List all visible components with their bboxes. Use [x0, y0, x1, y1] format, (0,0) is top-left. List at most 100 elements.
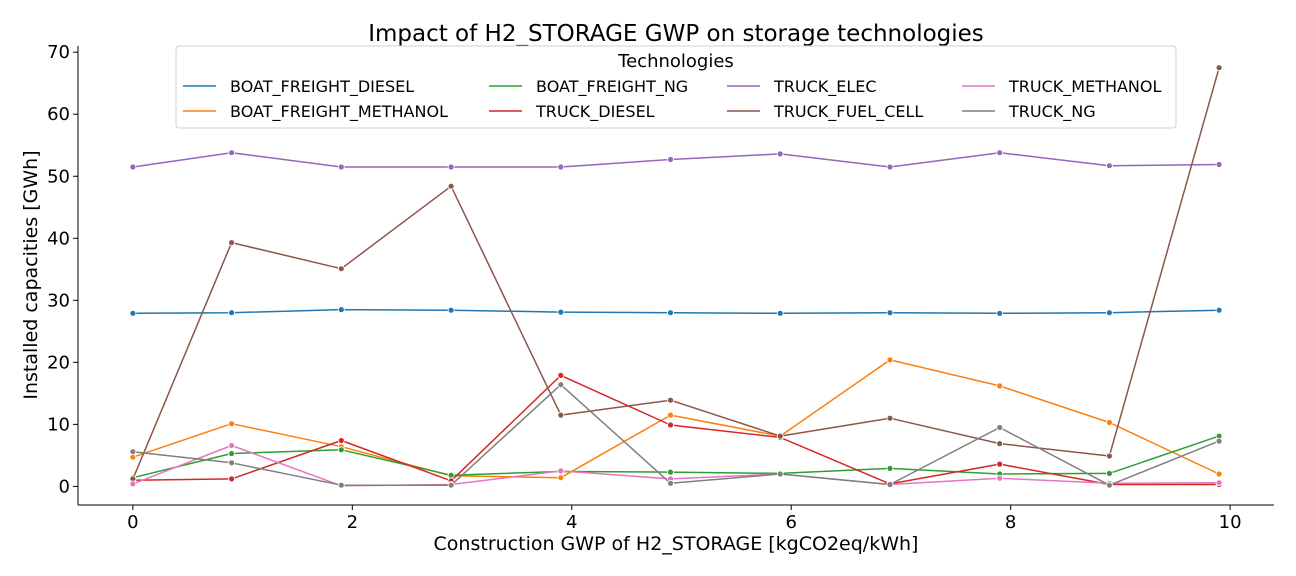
legend-item: TRUCK_DIESEL [489, 102, 655, 122]
data-point [228, 459, 236, 467]
data-point [886, 464, 894, 472]
data-point [228, 450, 236, 457]
data-point [1106, 481, 1113, 489]
data-point [447, 182, 455, 190]
data-point [776, 470, 784, 478]
data-point [1106, 419, 1113, 426]
data-point [996, 460, 1004, 468]
data-point [337, 481, 345, 489]
x-tick-label: 0 [127, 512, 138, 533]
data-point [337, 163, 345, 171]
legend-label: BOAT_FREIGHT_DIESEL [230, 77, 414, 97]
x-axis-label: Construction GWP of H2_STORAGE [kgCO2eq/… [434, 533, 919, 555]
data-point [129, 480, 137, 488]
data-point [228, 239, 236, 247]
series-truck-fuel-cell [129, 64, 1223, 483]
data-point [1106, 452, 1113, 460]
y-tick-label: 0 [59, 476, 70, 497]
data-point [886, 481, 894, 488]
x-tick-label: 6 [785, 512, 796, 533]
data-point [337, 265, 345, 273]
legend-item: BOAT_FREIGHT_NG [489, 77, 688, 97]
data-point [557, 308, 565, 316]
data-point [447, 306, 455, 314]
series-truck-elec [129, 149, 1223, 171]
chart-title: Impact of H2_STORAGE GWP on storage tech… [368, 21, 984, 47]
data-point [337, 437, 345, 444]
data-point [996, 309, 1004, 317]
legend-title: Technologies [617, 51, 734, 72]
x-tick-label: 10 [1219, 512, 1242, 533]
x-tick-label: 2 [347, 512, 358, 533]
legend-label: BOAT_FREIGHT_METHANOL [230, 102, 448, 122]
data-point [667, 421, 674, 429]
data-point [228, 420, 236, 428]
series-boat-freight-diesel [129, 306, 1223, 317]
y-tick-label: 30 [47, 290, 70, 311]
legend-label: TRUCK_DIESEL [535, 102, 655, 122]
legend-label: BOAT_FREIGHT_NG [536, 77, 688, 97]
y-axis-label: Installed capacities [GWh] [20, 150, 42, 399]
legend-item: BOAT_FREIGHT_METHANOL [183, 102, 448, 122]
y-tick-label: 40 [47, 228, 70, 249]
legend-item: TRUCK_FUEL_CELL [727, 102, 923, 122]
data-point [557, 371, 565, 379]
data-point [667, 309, 674, 317]
data-point [1215, 479, 1223, 487]
y-tick-label: 60 [47, 104, 70, 125]
data-point [129, 448, 137, 456]
data-point [886, 309, 894, 317]
data-point [337, 306, 345, 314]
data-point [1215, 306, 1223, 314]
y-tick-label: 20 [47, 352, 70, 373]
legend-item: BOAT_FREIGHT_DIESEL [183, 77, 414, 97]
data-point [996, 440, 1004, 448]
legend-label: TRUCK_FUEL_CELL [773, 102, 923, 122]
data-point [996, 149, 1004, 157]
data-point [776, 150, 784, 158]
data-point [667, 156, 674, 163]
legend-box [175, 45, 1177, 129]
data-point [557, 381, 565, 389]
data-point [557, 474, 565, 482]
data-point [886, 163, 894, 171]
data-point [1106, 162, 1113, 170]
data-point [557, 467, 565, 475]
data-point [996, 474, 1004, 482]
legend: Technologies BOAT_FREIGHT_DIESEL BOAT_FREI… [175, 45, 1177, 129]
legend-item: TRUCK_NG [962, 102, 1096, 122]
data-point [667, 468, 674, 476]
y-tick-label: 50 [47, 166, 70, 187]
legend-label: TRUCK_METHANOL [1008, 77, 1161, 97]
data-point [667, 411, 674, 419]
legend-label: TRUCK_NG [1008, 102, 1096, 122]
data-point [1215, 437, 1223, 445]
data-point [447, 471, 455, 479]
data-point [776, 432, 784, 440]
data-point [228, 475, 236, 483]
data-point [996, 382, 1004, 390]
y-tick-label: 10 [47, 414, 70, 435]
x-tick-label: 8 [1005, 512, 1016, 533]
data-point [129, 163, 137, 171]
data-point [996, 424, 1004, 431]
series-layer [129, 64, 1223, 490]
legend-label: TRUCK_ELEC [773, 77, 877, 97]
data-point [667, 396, 674, 404]
data-point [1215, 64, 1223, 72]
data-point [886, 356, 894, 364]
data-point [776, 309, 784, 317]
data-point [1215, 161, 1223, 168]
data-point [228, 309, 236, 317]
series-truck-ng [129, 381, 1223, 489]
data-point [447, 481, 455, 489]
legend-item: TRUCK_METHANOL [962, 77, 1161, 97]
data-point [228, 442, 236, 449]
data-point [447, 163, 455, 171]
data-point [337, 446, 345, 454]
data-point [557, 163, 565, 171]
data-point [1215, 470, 1223, 478]
axes: 0 2 4 6 8 10 0 10 20 30 40 50 60 70 [47, 42, 1274, 533]
data-point [557, 411, 565, 419]
